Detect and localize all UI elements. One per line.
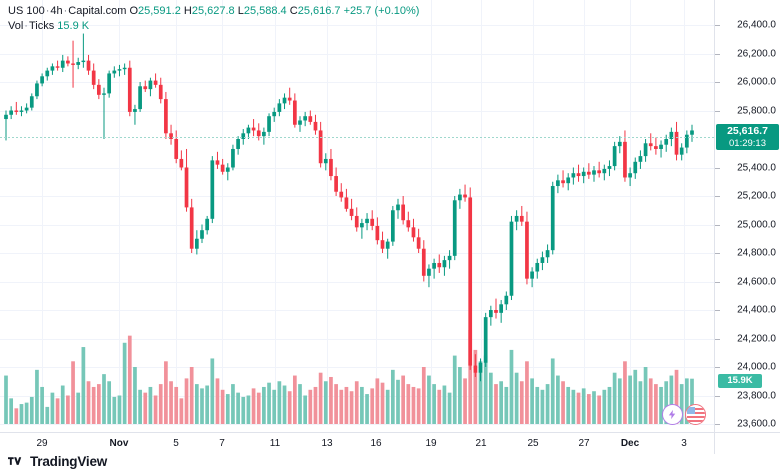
price-tick-label: 25,000.0 [737,219,776,230]
time-tick-label: 25 [527,438,539,449]
time-tick-label: 16 [370,438,382,449]
last-price-badge: 25,616.7 01:29:13 [716,123,779,150]
price-tick-dash [715,282,720,283]
time-tick-label: 21 [475,438,487,449]
price-tick-label: 25,200.0 [737,190,776,202]
time-tick-label: 19 [425,438,437,449]
chart-gridlines [0,0,714,425]
chart-badges [662,404,706,425]
price-tick-label: 25,400.0 [737,162,776,173]
price-tick-dash [715,196,720,197]
chart-canvas[interactable] [0,0,714,432]
time-tick-label: 11 [269,438,281,449]
price-tick-dash [715,367,720,368]
tradingview-logo-icon [8,457,22,465]
time-tick-label: 13 [321,438,333,449]
time-tick-label: 3 [681,438,687,449]
price-tick-label: 23,600.0 [737,418,776,430]
price-tick-dash [715,111,720,112]
volume-value-badge: 15.9K [718,373,762,388]
price-tick-label: 23,800.0 [737,390,776,401]
tradingview-wordmark: TradingView [30,454,108,469]
price-tick-label: 26,200.0 [737,48,776,59]
us-flag-icon[interactable] [685,404,706,425]
price-tick-label: 24,400.0 [737,304,776,316]
time-scale[interactable]: 29 Nov 5 7 11 13 16 19 21 25 27 Dec 3 [0,432,780,454]
price-tick-dash [715,168,720,169]
price-tick-label: 24,000.0 [737,361,776,373]
price-tick-label: 26,000.0 [737,76,776,88]
price-tick-label: 24,200.0 [737,333,776,344]
price-scale[interactable]: 25,616.7 01:29:13 15.9K 26,400.0 26,200.0… [714,0,780,432]
price-tick-label: 24,800.0 [737,247,776,259]
time-tick-label: 27 [578,438,590,449]
lightning-icon[interactable] [662,404,683,425]
price-tick-dash [715,424,720,425]
price-tick-dash [715,396,720,397]
time-tick-label: 7 [219,438,225,449]
candlestick-series [0,33,714,425]
bar-countdown: 01:29:13 [729,137,766,149]
price-tick-dash [715,310,720,311]
time-tick-label: Nov [109,438,129,449]
time-tick-label: 29 [36,438,48,449]
price-tick-dash [715,82,720,83]
price-tick-dash [715,253,720,254]
price-tick-label: 24,600.0 [737,276,776,287]
price-tick-label: 26,400.0 [737,19,776,31]
time-tick-label: Dec [620,438,640,449]
last-price-value: 25,616.7 [727,124,768,137]
price-tick-dash [715,339,720,340]
tradingview-branding: TradingView [8,454,107,470]
price-tick-dash [715,225,720,226]
price-tick-dash [715,54,720,55]
price-tick-label: 25,800.0 [737,105,776,116]
time-tick-label: 5 [173,438,179,449]
scale-corner [714,432,780,454]
price-tick-dash [715,25,720,26]
